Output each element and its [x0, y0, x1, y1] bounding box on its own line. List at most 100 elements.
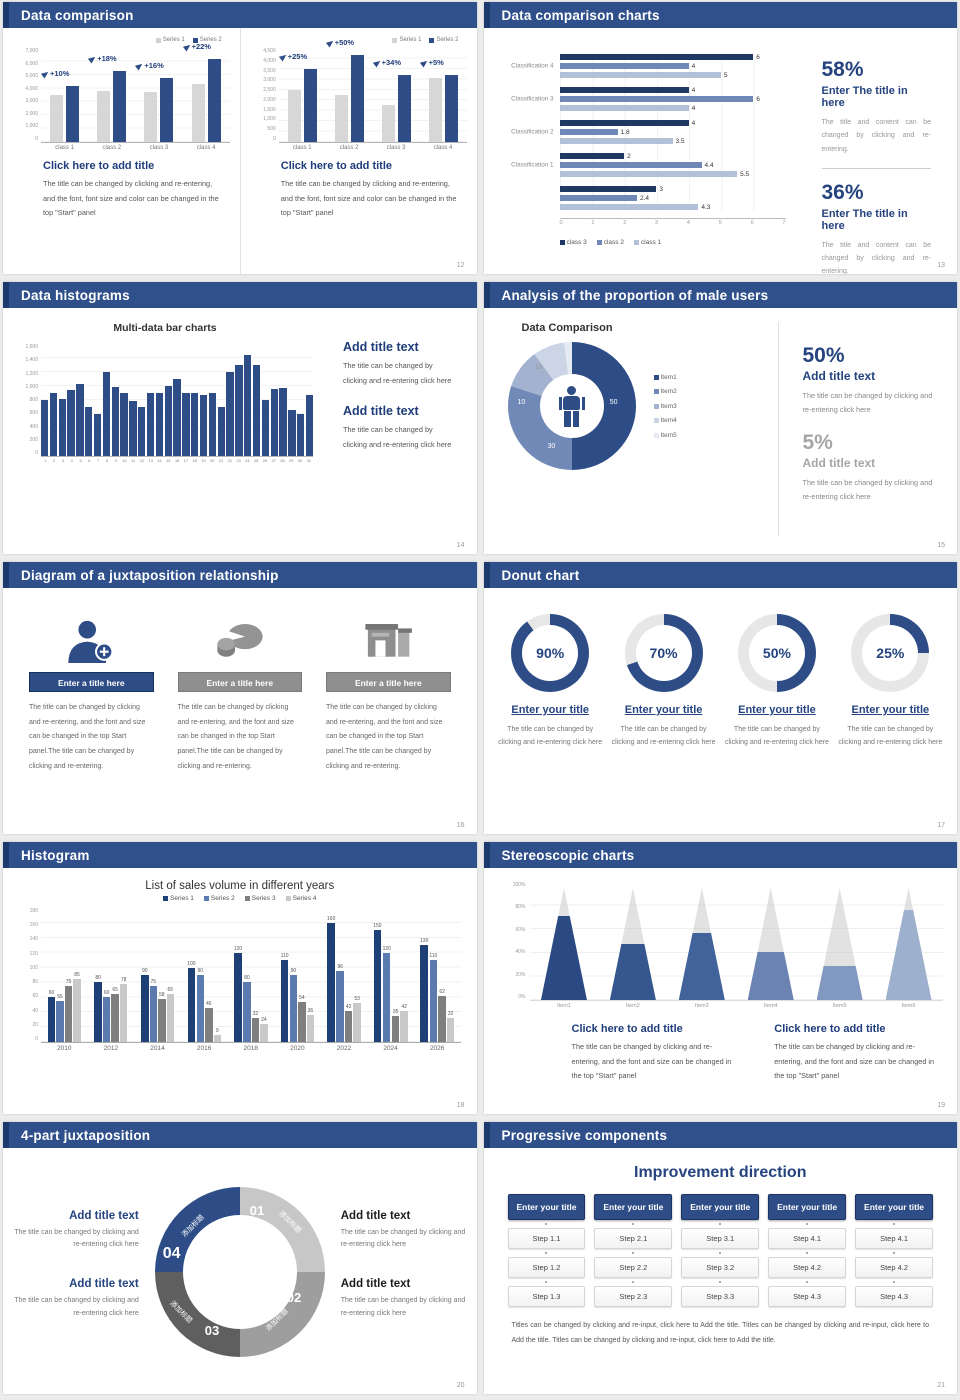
legend-item: Series 4	[285, 895, 316, 902]
x-label: 19	[201, 459, 206, 463]
hbar-chart: Classification 4 6 4 5 Classification 3 4 6 4 Cl…	[484, 28, 792, 274]
slide-20-thumbnail[interactable]: 4-part juxtaposition Add title text The t…	[3, 1122, 477, 1394]
bar	[391, 1015, 400, 1042]
card-body: The title can be changed by clicking and…	[838, 726, 943, 747]
slide-16-thumbnail[interactable]: Diagram of a juxtaposition relationship …	[3, 562, 477, 834]
bar	[559, 195, 637, 201]
legend: Item1 Item2 Item3 Item4 Item5	[653, 373, 677, 439]
value-label: 2.4	[639, 194, 650, 202]
legend-label: Item1	[660, 373, 677, 381]
text-panels: Click here to add title The title can be …	[504, 1009, 944, 1084]
x-label: class 4	[196, 145, 216, 151]
bar	[559, 87, 689, 93]
page-number: 18	[456, 1102, 465, 1109]
bar	[559, 129, 618, 135]
feature-column: Enter a title here The title can be chang…	[29, 610, 154, 834]
value-label: 58	[158, 991, 165, 998]
value-label: 4	[691, 104, 696, 112]
slide-15-thumbnail[interactable]: Analysis of the proportion of male users…	[483, 282, 957, 554]
page-number: 16	[456, 822, 465, 829]
slide-13-thumbnail[interactable]: Data comparison charts Classification 4 6…	[483, 2, 958, 274]
y-tick: 2,000	[25, 110, 38, 117]
tack-arrow-icon	[88, 54, 98, 64]
bar-wrap: 54	[298, 995, 306, 1042]
series2-bar	[207, 58, 221, 142]
column-chart: 4,500 4,000 3,500 3,000 2,500 2,000 1,500 1,000…	[255, 38, 467, 143]
y-tick: 80	[32, 979, 38, 986]
slide-title: Data comparison	[21, 7, 134, 23]
legend-item: Series 3	[244, 895, 276, 902]
value-label: 5	[723, 71, 728, 79]
percent-label: 25%	[876, 645, 905, 661]
slide-19-thumbnail[interactable]: Stereoscopic charts 100% 80% 60% 40% 20% 0% It…	[483, 842, 957, 1114]
segment-label: 10	[517, 399, 526, 406]
slide-14-thumbnail[interactable]: Data histograms Multi-data bar charts 1,6…	[3, 282, 477, 554]
legend-label: Series 1	[170, 895, 194, 902]
y-tick: 0	[35, 450, 38, 456]
x-label: 31	[306, 459, 311, 463]
panel-title: Add title text	[343, 340, 419, 354]
feature-column: Enter a title here The title can be chang…	[326, 610, 451, 834]
value-label: 36	[307, 1008, 314, 1015]
bar	[288, 409, 296, 456]
bar-wrap: 65	[166, 987, 175, 1042]
x-label: 2	[53, 459, 56, 463]
card-body: The title can be changed by clicking and…	[498, 726, 603, 747]
segment-text: 添加标题	[277, 1209, 302, 1235]
header-accent-bar	[483, 842, 490, 868]
y-tick: 160	[29, 922, 38, 929]
kpi-body: The title can be changed by clicking and…	[802, 477, 933, 501]
x-label: 6	[88, 459, 91, 463]
value-label: 4	[691, 119, 696, 127]
kpi-title: Enter The title in here	[821, 207, 908, 232]
bar-wrap: 35	[391, 1009, 400, 1042]
legend-swatch	[155, 37, 161, 43]
legend-swatch	[596, 240, 602, 245]
bar	[64, 986, 73, 1042]
bar	[559, 171, 738, 177]
x-axis: Item1 Item2 Item3 Item4 Item5 Item6	[530, 1001, 944, 1009]
plot-area: 60 55 75 85 80 60 65 78 90 75 58 65 100 90 46 9 120 80 32 2…	[41, 908, 461, 1043]
slide-18-thumbnail[interactable]: Histogram List of sales volume in differ…	[3, 842, 477, 1114]
slide-12-thumbnail[interactable]: Data comparison Series 1 Series 2 7,000 6,0…	[3, 2, 477, 274]
bar-wrap: 110	[429, 953, 437, 1042]
bar-wrap: 60	[47, 990, 56, 1042]
bar	[41, 400, 49, 456]
progress-ring: 90%	[511, 614, 590, 692]
y-tick: 40%	[515, 949, 526, 956]
bar	[119, 983, 128, 1042]
header-accent-bar	[483, 282, 490, 308]
segment-number: 01	[249, 1203, 265, 1218]
kpi-panel: 58% Enter The title in here The title and …	[792, 28, 958, 274]
legend-label: Item5	[660, 431, 677, 439]
panel-title: Click here to add title	[280, 160, 392, 172]
card-title: Enter your title	[511, 704, 589, 716]
bar	[93, 414, 102, 456]
y-tick: 4,500	[263, 48, 276, 54]
bar-wrap: 120	[383, 946, 391, 1042]
year-group: 120 80 32 24	[227, 908, 274, 1042]
bar	[305, 395, 314, 456]
value-label: 3	[659, 185, 663, 193]
bar	[297, 414, 305, 456]
step-box: Step 2.2	[594, 1257, 673, 1278]
y-tick: 180	[29, 908, 38, 914]
value-label: 4.3	[701, 203, 711, 211]
series1-bar	[144, 92, 158, 142]
slide-17-thumbnail[interactable]: Donut chart 90% Enter your title The title…	[483, 562, 957, 834]
connector-dot	[806, 1223, 809, 1225]
slide-21-thumbnail[interactable]: Progressive components Improvement direc…	[483, 1122, 957, 1394]
bar	[155, 393, 164, 456]
bar-wrap: 60	[102, 990, 111, 1042]
y-tick: 7,000	[25, 48, 38, 54]
card-body: The title can be changed by clicking and…	[611, 726, 716, 747]
bar-row: 4	[559, 119, 786, 127]
year-group: 130 110 62 32	[414, 908, 461, 1042]
y-tick: 5,000	[25, 73, 38, 80]
series1-bar	[428, 78, 442, 142]
bar	[111, 993, 119, 1042]
connector-dot	[806, 1252, 809, 1254]
page-number: 12	[456, 262, 465, 269]
comparison-chart-panel: Series 1 Series 2 4,500 4,000 3,500 3,000 2,50…	[239, 28, 477, 274]
column-header: Enter your title	[768, 1194, 847, 1220]
